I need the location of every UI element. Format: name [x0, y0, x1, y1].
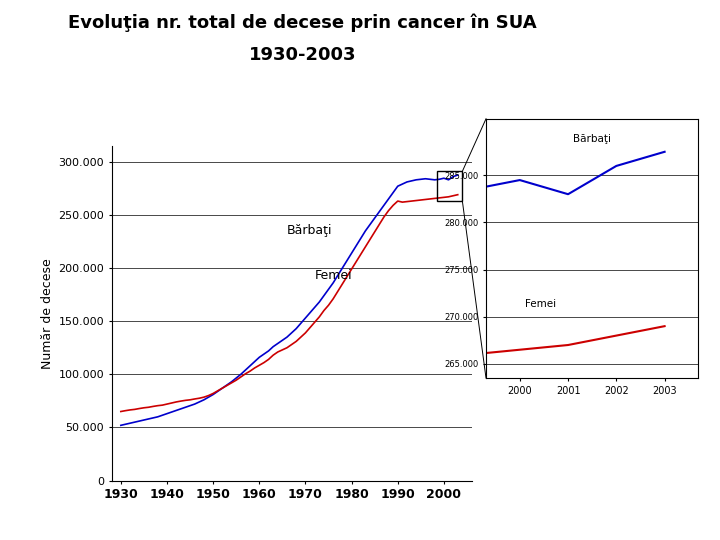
Bar — [437, 171, 462, 201]
Text: Femei: Femei — [525, 299, 556, 309]
Text: Bărbaţi: Bărbaţi — [287, 224, 333, 237]
Text: Evoluţia nr. total de decese prin cancer în SUA: Evoluţia nr. total de decese prin cancer… — [68, 14, 536, 32]
Text: 1930-2003: 1930-2003 — [248, 46, 356, 64]
Text: Bărbaţi: Bărbaţi — [573, 134, 611, 144]
Y-axis label: Număr de decese: Număr de decese — [41, 258, 54, 369]
Text: Femei: Femei — [315, 269, 352, 282]
